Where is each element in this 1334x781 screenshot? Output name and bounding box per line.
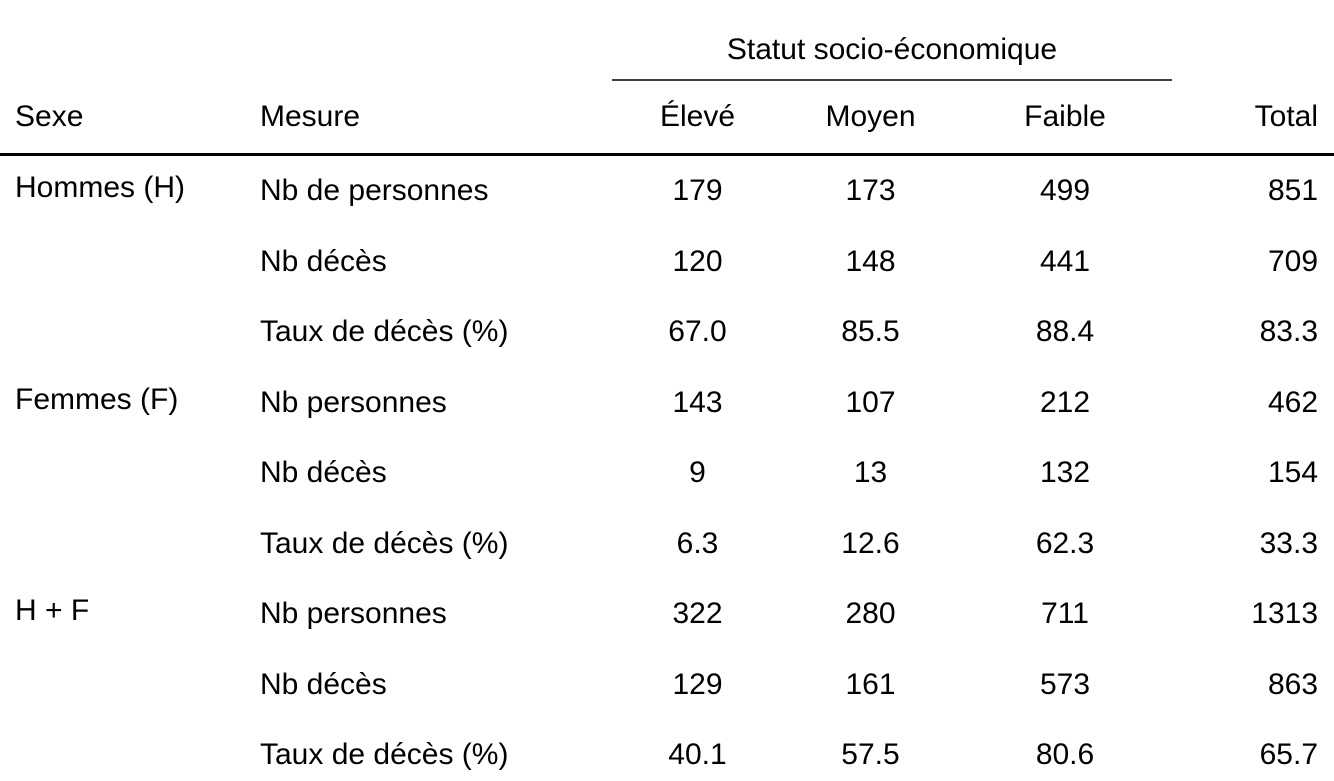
table-row: H + F Nb personnes 322 280 711 1313 xyxy=(0,579,1334,650)
value-total: 709 xyxy=(1267,244,1319,278)
value-eleve: 120 xyxy=(672,244,723,278)
measure-label: Nb de personnes xyxy=(260,174,489,208)
spanner-header: Statut socio-économique xyxy=(612,0,1173,81)
spanner-spacer-left xyxy=(0,0,612,80)
value-moyen: 85.5 xyxy=(841,315,900,349)
table-row: Nb décès 9 13 132 154 xyxy=(0,438,1334,509)
value-moyen: 161 xyxy=(845,667,896,701)
table-row: Nb décès 120 148 441 709 xyxy=(0,227,1334,298)
value-faible: 88.4 xyxy=(1035,315,1095,349)
value-moyen: 280 xyxy=(845,597,896,631)
value-moyen: 107 xyxy=(845,385,896,419)
value-moyen: 57.5 xyxy=(841,738,900,772)
measure-label: Nb personnes xyxy=(260,385,447,419)
value-total: 65.7 xyxy=(1259,738,1319,772)
value-total: 863 xyxy=(1267,667,1319,701)
spanner-spacer-right xyxy=(1172,0,1334,80)
value-faible: 62.3 xyxy=(1035,526,1095,560)
table-row: Taux de décès (%) 6.3 12.6 62.3 33.3 xyxy=(0,509,1334,580)
col-header-sexe: Sexe xyxy=(0,80,260,156)
group-label-hommes: Hommes (H) xyxy=(15,171,185,204)
value-eleve: 143 xyxy=(672,385,723,419)
table-row: Taux de décès (%) 67.0 85.5 88.4 83.3 xyxy=(0,297,1334,368)
table-row: Taux de décès (%) 40.1 57.5 80.6 65.7 xyxy=(0,720,1334,781)
col-header-mesure: Mesure xyxy=(260,80,612,156)
value-moyen: 13 xyxy=(853,456,888,490)
value-eleve: 6.3 xyxy=(676,526,719,560)
measure-label: Taux de décès (%) xyxy=(260,526,509,560)
col-header-moyen: Moyen xyxy=(783,80,958,156)
value-total: 154 xyxy=(1267,456,1319,490)
value-total: 33.3 xyxy=(1259,526,1319,560)
value-total: 1313 xyxy=(1251,597,1319,631)
measure-label: Nb personnes xyxy=(260,597,447,631)
column-header-row: Sexe Mesure Élevé Moyen Faible Total xyxy=(0,80,1334,156)
value-total: 462 xyxy=(1267,385,1319,419)
value-eleve: 179 xyxy=(672,174,723,208)
value-eleve: 9 xyxy=(689,456,706,490)
spanner-header-row: Statut socio-économique xyxy=(0,0,1334,81)
value-faible: 573 xyxy=(1039,667,1091,701)
group-label-femmes: Femmes (F) xyxy=(15,382,179,416)
col-header-eleve: Élevé xyxy=(612,80,783,156)
value-total: 83.3 xyxy=(1259,315,1319,349)
value-faible: 80.6 xyxy=(1035,738,1095,772)
col-header-total: Total xyxy=(1172,80,1334,156)
value-total: 851 xyxy=(1267,174,1319,208)
value-eleve: 129 xyxy=(672,667,723,701)
value-moyen: 173 xyxy=(845,174,896,208)
table-row: Hommes (H) Nb de personnes 179 173 499 8… xyxy=(0,155,1334,227)
measure-label: Nb décès xyxy=(260,456,387,490)
value-faible: 132 xyxy=(1039,456,1091,490)
group-label-hf: H + F xyxy=(15,594,90,627)
value-eleve: 40.1 xyxy=(668,738,727,772)
value-eleve: 67.0 xyxy=(668,315,727,349)
value-moyen: 148 xyxy=(845,244,896,278)
col-header-faible: Faible xyxy=(958,80,1173,156)
value-faible: 711 xyxy=(1041,597,1089,631)
table-row: Femmes (F) Nb personnes 143 107 212 462 xyxy=(0,368,1334,439)
value-faible: 441 xyxy=(1039,244,1091,278)
value-faible: 499 xyxy=(1039,174,1091,208)
measure-label: Nb décès xyxy=(260,244,387,278)
table-row: Nb décès 129 161 573 863 xyxy=(0,650,1334,721)
measure-label: Taux de décès (%) xyxy=(260,315,509,349)
measure-label: Nb décès xyxy=(260,667,387,701)
value-faible: 212 xyxy=(1039,385,1091,419)
value-eleve: 322 xyxy=(672,597,723,631)
value-moyen: 12.6 xyxy=(841,526,900,560)
measure-label: Taux de décès (%) xyxy=(260,738,509,772)
